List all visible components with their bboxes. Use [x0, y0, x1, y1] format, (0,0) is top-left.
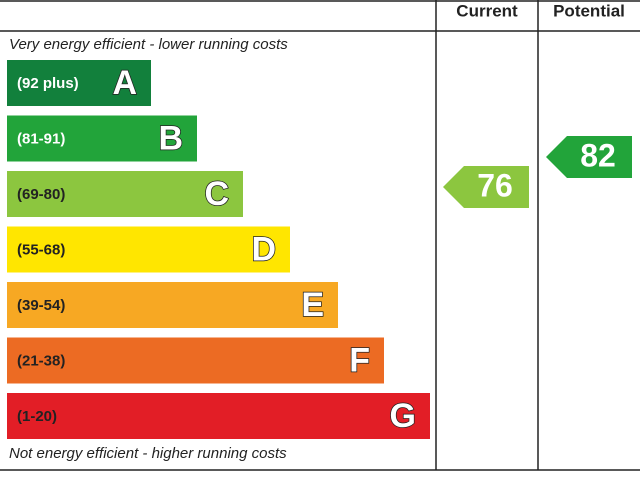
band-letter: A: [112, 64, 137, 102]
band-range: (21-38): [17, 352, 65, 369]
band-letter: E: [301, 286, 324, 324]
current-score: 76: [477, 167, 513, 203]
band-bar: [7, 60, 151, 106]
band-letter: F: [349, 341, 370, 379]
band-bar: [7, 393, 430, 439]
band-range: (1-20): [17, 408, 57, 425]
current-arrow: [443, 166, 529, 208]
band-bar: [7, 226, 290, 273]
band-range: (39-54): [17, 297, 65, 314]
band-letter: C: [204, 175, 229, 213]
header-potential: Potential: [553, 1, 625, 20]
potential-arrow: [546, 136, 632, 178]
band-range: (55-68): [17, 241, 65, 258]
band-bar: [7, 171, 243, 217]
band-bar: [7, 115, 197, 162]
bottom-note: Not energy efficient - higher running co…: [9, 445, 287, 462]
band-range: (81-91): [17, 130, 65, 147]
band-bar: [7, 282, 338, 328]
header-current: Current: [456, 1, 518, 20]
band-range: (69-80): [17, 186, 65, 203]
potential-score: 82: [580, 137, 616, 173]
band-letter: D: [251, 230, 276, 268]
band-range: (92 plus): [17, 75, 79, 92]
band-letter: G: [390, 397, 416, 435]
band-bar: [7, 337, 384, 384]
band-letter: B: [158, 119, 183, 157]
top-note: Very energy efficient - lower running co…: [9, 36, 288, 53]
